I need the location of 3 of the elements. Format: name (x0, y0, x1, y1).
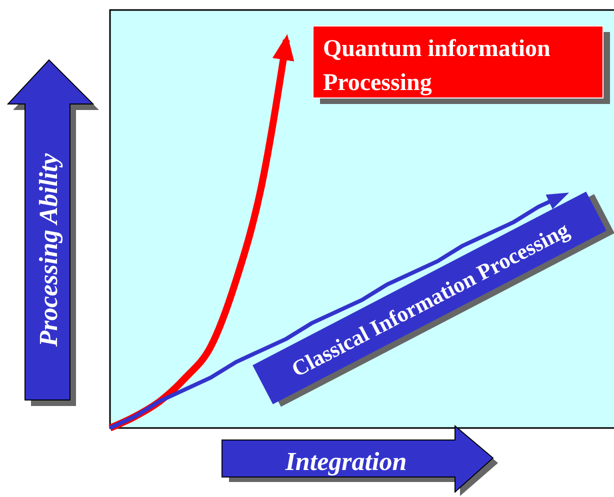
x-axis-title: Integration (284, 447, 407, 476)
y-axis-title: Processing Ability (34, 152, 63, 348)
series-label: Quantum information Processing (323, 36, 550, 96)
